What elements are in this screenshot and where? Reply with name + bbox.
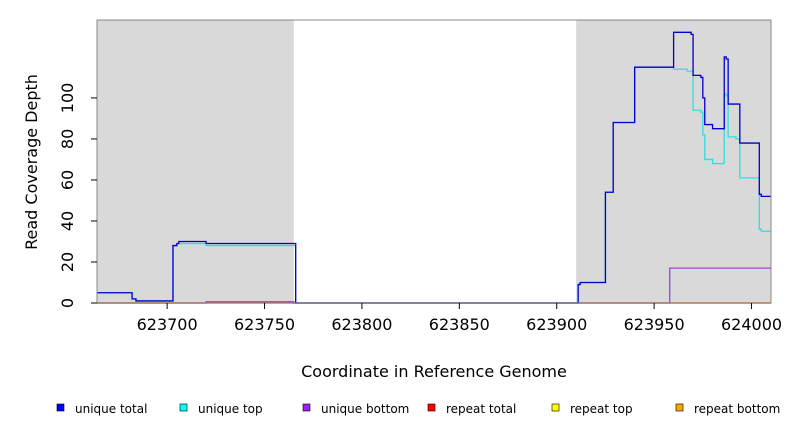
legend-swatch bbox=[675, 403, 684, 412]
y-tick-label: 20 bbox=[58, 252, 77, 272]
legend-label: repeat bottom bbox=[694, 402, 780, 416]
legend-swatch bbox=[56, 403, 65, 412]
x-axis-title: Coordinate in Reference Genome bbox=[301, 362, 567, 381]
legend-item-unique-bottom: unique bottom bbox=[302, 402, 409, 416]
y-tick-label: 80 bbox=[58, 129, 77, 149]
y-tick-label: 0 bbox=[58, 298, 77, 308]
legend-swatch bbox=[179, 403, 188, 412]
legend-item-repeat-bottom: repeat bottom bbox=[675, 402, 780, 416]
y-axis-ticks: 0 20 40 60 80 100 bbox=[58, 83, 97, 308]
x-tick-label: 623700 bbox=[137, 315, 198, 334]
legend: unique total unique top unique bottom repea… bbox=[56, 402, 780, 416]
legend-swatch bbox=[427, 403, 436, 412]
x-tick-label: 623750 bbox=[234, 315, 295, 334]
legend-label: unique top bbox=[198, 402, 263, 416]
legend-item-repeat-total: repeat total bbox=[427, 402, 516, 416]
legend-swatch bbox=[302, 403, 311, 412]
legend-item-unique-total: unique total bbox=[56, 402, 147, 416]
y-tick-label: 40 bbox=[58, 211, 77, 231]
legend-label: repeat top bbox=[570, 402, 633, 416]
shaded-region-0 bbox=[97, 20, 294, 303]
x-axis-ticks: 623700 623750 623800 623850 623900 623950 6240… bbox=[137, 303, 782, 334]
legend-label: repeat total bbox=[446, 402, 516, 416]
y-axis-title: Read Coverage Depth bbox=[22, 74, 41, 250]
y-tick-label: 60 bbox=[58, 170, 77, 190]
plot-frame bbox=[96, 19, 772, 304]
legend-item-repeat-top: repeat top bbox=[551, 402, 633, 416]
y-tick-label: 100 bbox=[58, 83, 77, 114]
legend-item-unique-top: unique top bbox=[179, 402, 263, 416]
x-tick-label: 623800 bbox=[331, 315, 392, 334]
legend-swatch bbox=[551, 403, 560, 412]
x-tick-label: 624000 bbox=[721, 315, 782, 334]
x-tick-label: 623950 bbox=[624, 315, 685, 334]
shaded-regions bbox=[97, 20, 771, 303]
x-tick-label: 623900 bbox=[526, 315, 587, 334]
x-tick-label: 623850 bbox=[429, 315, 490, 334]
legend-label: unique bottom bbox=[321, 402, 409, 416]
series-line-unique-total bbox=[97, 31, 771, 304]
legend-label: unique total bbox=[75, 402, 147, 416]
